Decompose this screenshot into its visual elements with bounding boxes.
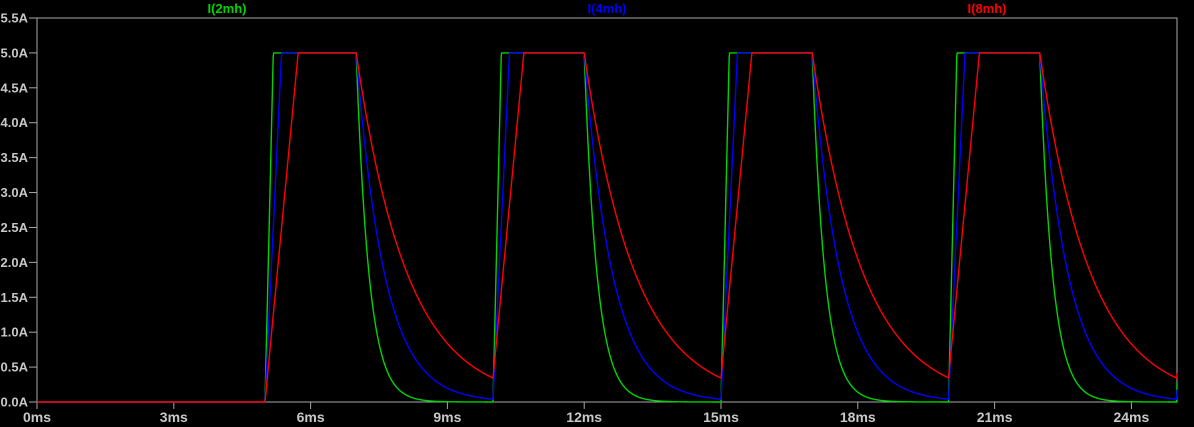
x-axis-tick-label: 21ms (977, 409, 1013, 425)
trace-i8mh[interactable] (36, 52, 1178, 403)
x-axis-tick-label: 6ms (297, 409, 325, 425)
y-axis-tick-label: 5.0A (1, 45, 29, 60)
x-axis-tick-label: 18ms (840, 409, 876, 425)
y-axis-tick-label: 3.5A (1, 150, 29, 165)
trace-i2mh[interactable] (36, 52, 1178, 403)
y-axis-tick-label: 4.5A (1, 80, 29, 95)
y-axis-tick-label: 4.0A (1, 115, 29, 130)
legend-item-i4mh[interactable]: I(4mh) (587, 1, 627, 16)
x-axis-tick-label: 0ms (23, 409, 51, 425)
y-axis-tick-label: 2.5A (1, 220, 29, 235)
y-axis-tick-label: 2.0A (1, 255, 29, 270)
legend-item-i2mh[interactable]: I(2mh) (207, 1, 247, 16)
y-axis-tick-label: 5.5A (1, 11, 29, 26)
x-axis-tick-label: 12ms (566, 409, 602, 425)
x-axis-tick-label: 24ms (1113, 409, 1149, 425)
legend-item-i8mh[interactable]: I(8mh) (967, 1, 1007, 16)
plot-border (36, 17, 1178, 403)
x-axis-tick-label: 9ms (433, 409, 461, 425)
trace-i4mh[interactable] (36, 52, 1178, 403)
y-axis-tick-label: 1.5A (1, 290, 29, 305)
trace-legend: I(2mh) I(4mh) I(8mh) (37, 1, 1177, 17)
y-axis-tick-label: 0.0A (1, 395, 29, 410)
y-axis-tick-label: 0.5A (1, 360, 29, 375)
y-axis-tick-label: 3.0A (1, 185, 29, 200)
x-axis-tick-label: 3ms (160, 409, 188, 425)
y-axis-tick-label: 1.0A (1, 325, 29, 340)
x-axis-tick-label: 15ms (703, 409, 739, 425)
